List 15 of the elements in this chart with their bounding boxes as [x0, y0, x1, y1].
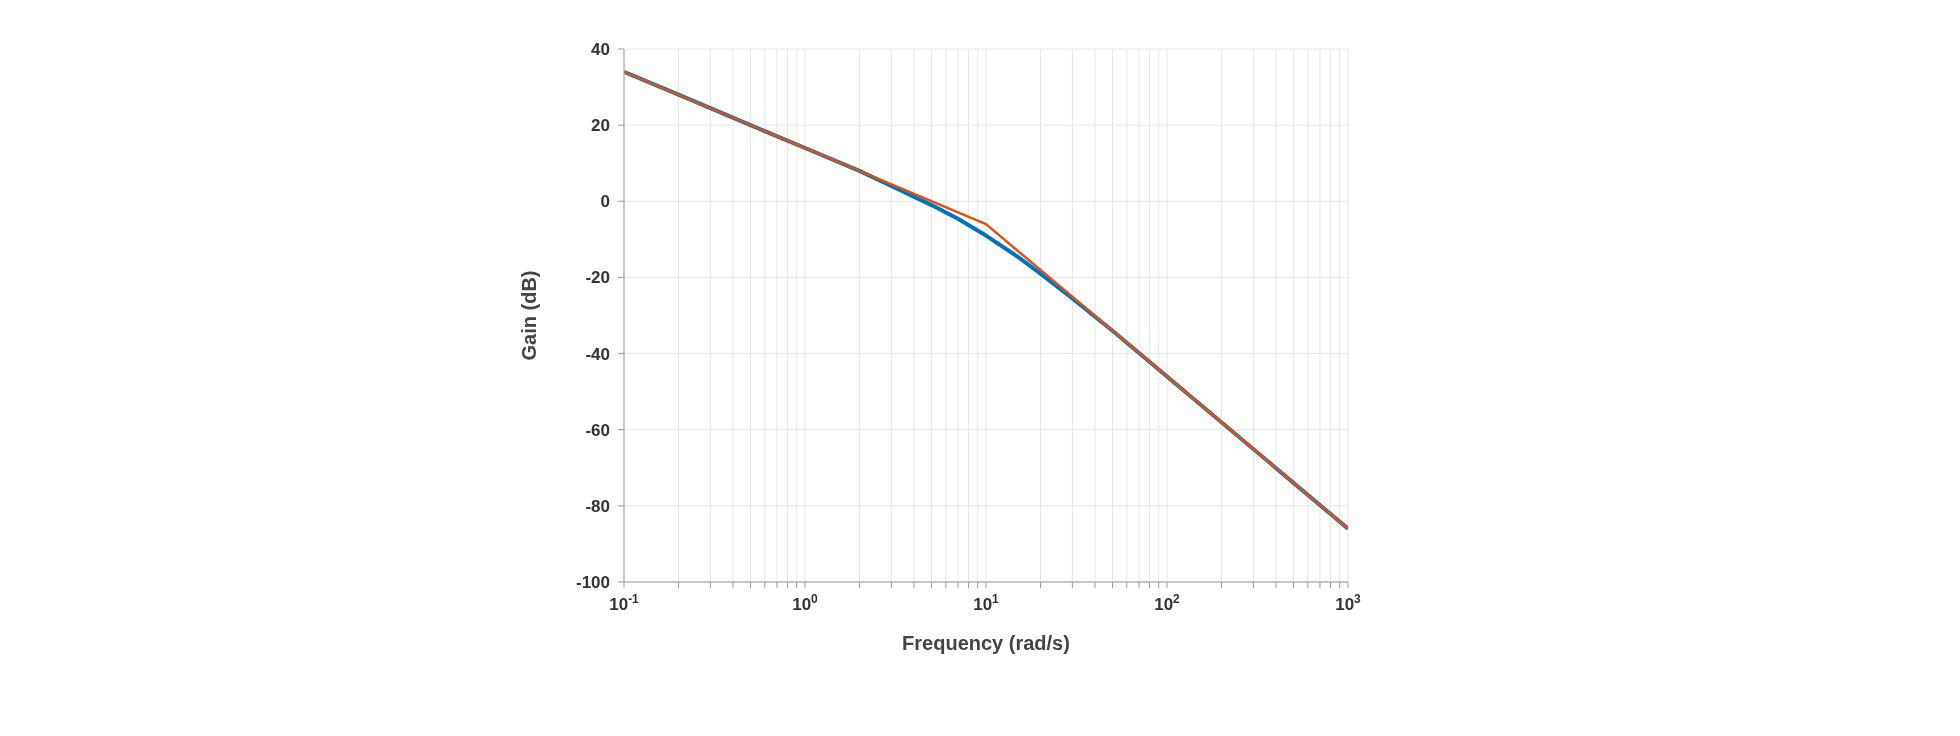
x-axis-title: Frequency (rad/s) [902, 632, 1070, 654]
x-tick-label: 10$^{-1}$ [609, 592, 640, 614]
y-axis-title: Gain (dB) [518, 270, 540, 361]
y-tick-label: 40 [591, 40, 610, 59]
x-tick-label: 10$^{0}$ [792, 592, 819, 614]
y-tick-label: -80 [585, 496, 610, 516]
x-tick-label: 10$^{1}$ [973, 592, 1000, 614]
y-tick-label: -100 [575, 573, 610, 592]
y-tick-label: 20 [591, 116, 610, 136]
y-tick-label: -40 [585, 344, 610, 364]
y-tick-label: -60 [585, 420, 610, 440]
y-tick-label: 0 [600, 192, 610, 212]
y-tick-label: -20 [585, 268, 610, 288]
x-tick-label: 10$^{2}$ [1154, 592, 1181, 614]
x-tick-label: 10$^{3}$ [1335, 592, 1362, 614]
